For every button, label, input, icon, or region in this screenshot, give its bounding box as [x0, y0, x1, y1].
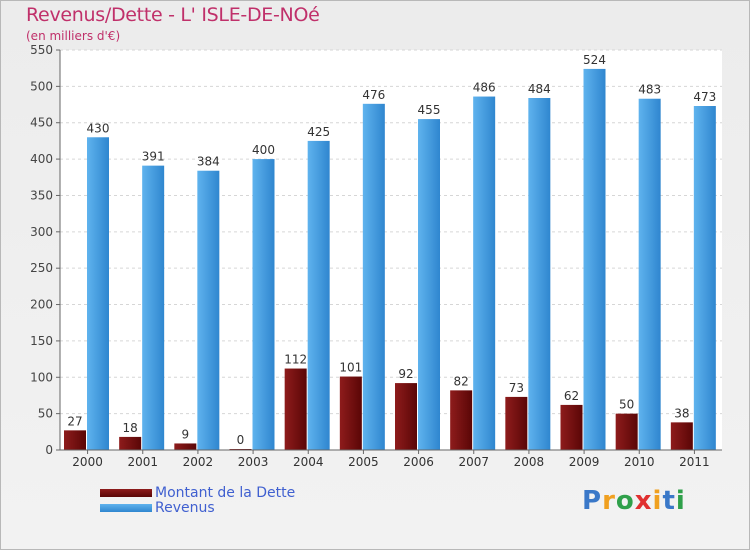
bar-dette — [339, 376, 362, 450]
logo-letter: P — [582, 486, 603, 516]
data-label-dette: 73 — [509, 381, 524, 395]
bar-dette — [505, 396, 528, 450]
logo-letter: o — [615, 486, 635, 516]
logo-letter: x — [634, 486, 653, 516]
bar-dette — [615, 413, 638, 450]
x-tick-label: 2006 — [403, 455, 434, 469]
data-label-dette: 9 — [182, 427, 190, 441]
bar-dette — [284, 368, 307, 450]
data-label-revenus: 476 — [362, 88, 385, 102]
data-label-dette: 92 — [398, 367, 413, 381]
y-tick-label: 450 — [30, 116, 53, 130]
data-label-dette: 0 — [237, 433, 245, 447]
bar-revenus — [638, 98, 661, 451]
legend-label-revenus: Revenus — [155, 500, 215, 516]
bar-dette — [395, 383, 417, 450]
bar-dette — [174, 443, 197, 450]
logo-letter: i — [652, 486, 663, 516]
y-tick-label: 100 — [30, 370, 53, 384]
data-label-dette: 112 — [284, 353, 307, 367]
bar-revenus — [142, 165, 165, 451]
x-tick-label: 2010 — [624, 455, 655, 469]
y-tick-label: 550 — [30, 43, 53, 57]
bar-revenus — [87, 137, 109, 451]
x-tick-label: 2000 — [72, 455, 103, 469]
data-label-revenus: 430 — [87, 121, 110, 135]
bar-dette — [119, 436, 142, 450]
legend-swatch-revenus — [100, 504, 152, 512]
bars — [64, 68, 716, 451]
data-label-dette: 27 — [67, 414, 82, 428]
data-label-dette: 50 — [619, 398, 634, 412]
y-tick-label: 0 — [45, 443, 53, 457]
bar-dette — [450, 390, 473, 450]
x-tick-label: 2003 — [238, 455, 269, 469]
legend-swatch-dette — [100, 489, 152, 497]
data-label-dette: 82 — [454, 374, 469, 388]
logo-letter: r — [602, 486, 616, 516]
bar-revenus — [418, 119, 440, 450]
x-tick-label: 2005 — [348, 455, 379, 469]
legend-label-dette: Montant de la Dette — [155, 485, 296, 501]
y-tick-label: 150 — [30, 334, 53, 348]
data-label-revenus: 425 — [307, 125, 330, 139]
y-tick-label: 50 — [38, 407, 53, 421]
data-label-dette: 18 — [123, 421, 138, 435]
y-tick-label: 200 — [30, 298, 53, 312]
x-tick-label: 2009 — [569, 455, 600, 469]
x-tick-label: 2002 — [183, 455, 214, 469]
chart-title: Revenus/Dette - L' ISLE-DE-NOé — [26, 4, 320, 26]
bar-dette — [560, 404, 583, 450]
data-label-revenus: 455 — [418, 103, 441, 117]
bar-revenus — [473, 96, 496, 450]
data-label-revenus: 473 — [693, 90, 716, 104]
data-label-dette: 101 — [339, 361, 362, 375]
bar-revenus — [197, 170, 220, 450]
x-tick-label: 2008 — [514, 455, 545, 469]
data-label-revenus: 486 — [473, 81, 496, 95]
proxiti-logo: Proxiti — [582, 486, 686, 516]
y-tick-label: 400 — [30, 152, 53, 166]
bar-revenus — [362, 103, 385, 451]
bar-revenus — [307, 140, 330, 450]
data-label-revenus: 400 — [252, 143, 275, 157]
bar-revenus — [528, 98, 551, 450]
data-label-revenus: 524 — [583, 53, 606, 67]
data-label-dette: 38 — [674, 406, 689, 420]
data-labels: 27 430 18 391 9 384 0 400 112 425 101 476 92 455 82 486… — [67, 53, 716, 447]
x-tick-label: 2011 — [679, 455, 710, 469]
bar-dette — [64, 430, 86, 450]
x-tick-label: 2004 — [293, 455, 324, 469]
plot-area — [60, 50, 722, 450]
logo-letter: t — [662, 486, 676, 516]
x-tick-label: 2007 — [458, 455, 489, 469]
chart-subtitle: (en milliers d'€) — [26, 29, 121, 43]
y-tick-label: 350 — [30, 188, 53, 202]
y-tick-label: 300 — [30, 225, 53, 239]
y-tick-label: 500 — [30, 79, 53, 93]
y-tick-label: 250 — [30, 261, 53, 275]
bar-revenus — [583, 68, 606, 450]
logo-letter: i — [675, 486, 686, 516]
data-label-revenus: 384 — [197, 155, 220, 169]
data-label-revenus: 483 — [638, 83, 661, 97]
bar-revenus — [252, 159, 275, 450]
data-label-revenus: 484 — [528, 82, 551, 96]
x-tick-label: 2001 — [127, 455, 158, 469]
data-label-revenus: 391 — [142, 150, 165, 164]
bar-dette — [670, 422, 693, 450]
bar-revenus — [693, 106, 716, 450]
data-label-dette: 62 — [564, 389, 579, 403]
